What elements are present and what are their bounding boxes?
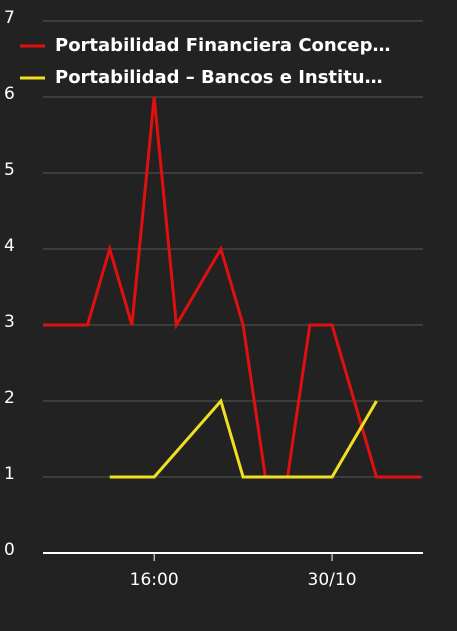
legend-label: Portabilidad – Bancos e Institu… <box>55 67 383 88</box>
y-tick-label: 3 <box>4 312 15 332</box>
x-tick-label: 30/10 <box>308 570 357 590</box>
y-tick-label: 1 <box>4 464 15 484</box>
y-tick-label: 4 <box>4 236 15 256</box>
series-line <box>43 96 421 479</box>
y-tick-label: 2 <box>4 388 15 408</box>
series-line <box>109 397 378 479</box>
y-tick-label: 6 <box>4 84 15 104</box>
x-tick-label: 16:00 <box>130 570 179 590</box>
y-tick-label: 5 <box>4 160 15 180</box>
legend-label: Portabilidad Financiera Concep… <box>55 35 391 56</box>
y-tick-label: 0 <box>4 540 15 560</box>
y-tick-label: 7 <box>4 8 15 28</box>
